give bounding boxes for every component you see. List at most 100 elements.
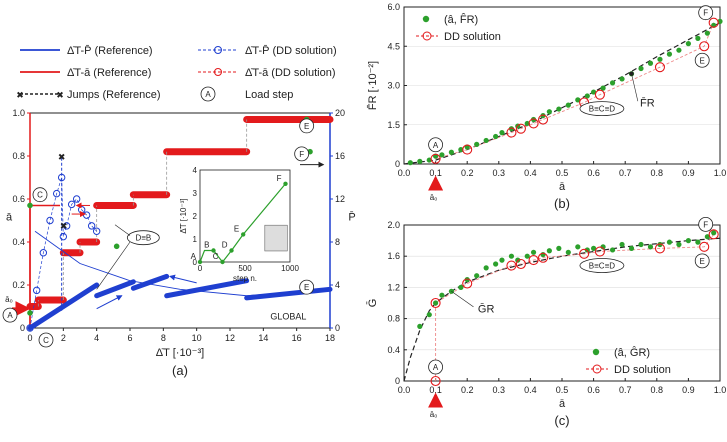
panel-c-x-tick-label: 0.9	[682, 385, 695, 395]
panel-c-dd-point	[579, 248, 590, 259]
panel-b-green-point	[657, 56, 663, 62]
panel-c-green-point	[638, 241, 644, 248]
panel-c-green-point	[474, 273, 480, 279]
legend-entry-1-label: Δ̄T-P̄ (DD solution)	[245, 44, 337, 57]
legend-entry-0-label: Δ̄T-P̄ (Reference)	[67, 44, 153, 57]
panel-b-x-tick-label: 0.6	[587, 168, 600, 178]
y-tick-left-label: 1.0	[12, 108, 25, 118]
panel-b-green-point	[704, 30, 710, 36]
step-C-a-label: C	[37, 191, 43, 200]
inset-y-tick-label: 3	[193, 189, 198, 198]
y-tick-left-label: 0.6	[12, 194, 25, 204]
caption-a: (a)	[172, 363, 188, 378]
panel-b-y-tick-label: 3.0	[387, 81, 400, 91]
y-tick-right-label: 0	[335, 323, 340, 333]
panel-b-green-point	[600, 85, 606, 91]
x-tick-label: 8	[161, 333, 166, 343]
panel-c-green-point	[657, 241, 663, 248]
panel-b-dd-point	[506, 127, 517, 138]
inset-point-label: A	[191, 252, 197, 261]
panel-c-green-point	[591, 245, 597, 251]
panel-b-x-tick-label: 0.1	[429, 168, 442, 178]
step-A-ring	[2, 307, 18, 323]
panel-c: 0.0 0.1 0.2 0.3 0.4 0.5 0.6 0.7 0.8 0.9 1.0 0 0.4 0.8…	[367, 216, 726, 428]
step-E-P-label: E	[304, 283, 309, 292]
panel-c-green-point	[508, 253, 515, 259]
y-tick-left-label: 0.8	[12, 151, 25, 161]
P-dd-point	[62, 222, 71, 230]
P-dd-point	[26, 324, 34, 332]
inset-x-tick-label: 500	[238, 264, 252, 273]
panel-c-green-point	[433, 300, 439, 306]
panel-c-step-F-ring	[698, 216, 714, 232]
panel-b-dd-point	[528, 118, 539, 129]
panel-b-green-point	[530, 116, 537, 123]
panel-c-green-point	[647, 244, 654, 250]
panel-c-green-point	[619, 241, 625, 248]
panel-c-x-label: ā	[559, 398, 566, 410]
panel-c-x-tick-label: 0.4	[524, 385, 537, 395]
panel-c-green-point	[600, 244, 606, 250]
inset-point	[241, 232, 246, 237]
inset-point-label: C	[213, 252, 219, 261]
x-tick-label: 0	[27, 333, 32, 343]
panel-c-green-point	[439, 292, 445, 298]
jump-x-mid: ✖	[60, 221, 68, 231]
panel-c-x-tick-label: 0.7	[619, 385, 632, 395]
step-F-a-label: F	[299, 150, 304, 159]
panel-c-step-E-ring	[694, 253, 710, 269]
inset-point-label: E	[234, 224, 239, 233]
inset-x-tick-label: 0	[198, 264, 203, 273]
panel-b-y-tick-label: 0	[395, 159, 400, 169]
P-dd-point	[46, 216, 54, 225]
panel-c-dd-point	[654, 243, 666, 254]
panel-b-green-point	[676, 47, 682, 53]
panel-c-green-point	[530, 249, 537, 255]
step-C-a-ring	[32, 187, 48, 203]
panel-c-x-tick-label: 0.2	[461, 385, 474, 395]
inset-point	[229, 248, 234, 253]
y-tick-right-label: 8	[335, 237, 340, 247]
panel-b-x-tick-label: 0.4	[524, 168, 537, 178]
panel-b-step-E-label: E	[700, 56, 705, 65]
panel-b-x-tick-label: 0.5	[556, 168, 569, 178]
panel-c-legend-label: DD solution	[614, 364, 671, 376]
panel-c-reference-curve	[403, 237, 721, 382]
panel-b-green-point	[483, 137, 489, 144]
inset-y-tick-label: 1	[193, 235, 198, 244]
panel-c-green-point	[483, 265, 489, 271]
panel-c-legend-dot	[592, 348, 600, 356]
panel-b-green-point	[565, 102, 571, 108]
legend-entry-2-label: Δ̄T-ā (Reference)	[67, 67, 151, 79]
panel-b-curve-label: F̄R	[640, 97, 655, 110]
panel-c-green-point	[524, 253, 530, 259]
step-E-P-ring	[299, 279, 315, 295]
y-tick-right-label: 12	[335, 194, 345, 204]
P-dd-point	[32, 286, 41, 295]
panel-c-step-callout	[579, 258, 625, 273]
panel-c-curve-label-leader	[451, 291, 474, 308]
panel-b-x-tick-label: 0.9	[682, 168, 695, 178]
panel-c-y-tick-label: 1.6	[387, 251, 400, 261]
legend-entry-4-label: Jumps (Reference)	[67, 89, 161, 101]
inset-point	[197, 259, 203, 265]
y-tick-right-label: 16	[335, 151, 345, 161]
panel-c-green-point	[556, 245, 562, 251]
panel-b-green-point	[448, 149, 454, 155]
panel-b-green-point	[499, 130, 505, 136]
panel-b-dd-point	[699, 41, 710, 52]
panel-c-green-point	[676, 241, 682, 248]
panel-c-green-point	[685, 238, 692, 244]
panel-b-y-tick-label: 6.0	[387, 2, 400, 12]
inset-x-label: step n.	[233, 274, 257, 283]
inset-point	[220, 259, 225, 265]
panel-b-dd-point	[594, 89, 605, 100]
panel-c-step-label: B≡C≡D	[589, 262, 615, 271]
panel-c-green-point	[458, 284, 464, 290]
panel-c-green-point	[666, 239, 673, 245]
panel-b-green-point	[540, 112, 546, 119]
panel-b-green-point	[647, 60, 654, 66]
panel-b-green-point	[524, 120, 530, 127]
panel-c-curve-label: ḠR	[478, 303, 495, 315]
panel-b-caption: (b)	[554, 196, 570, 211]
